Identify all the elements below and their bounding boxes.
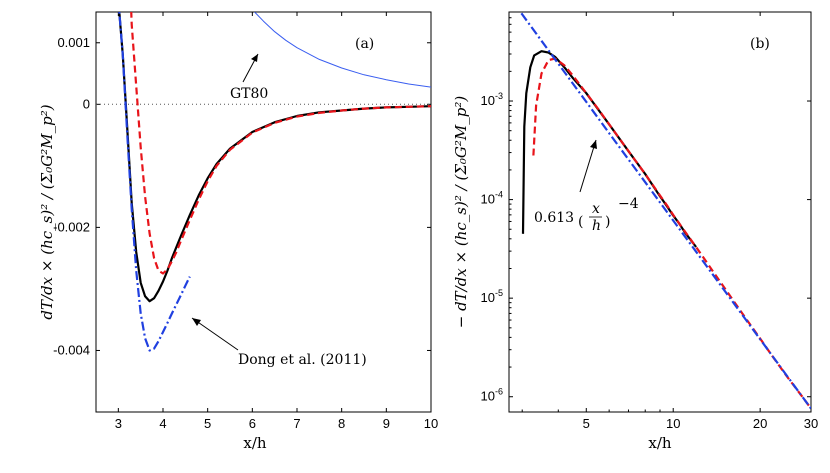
a-xtick-label: 6: [249, 416, 256, 431]
panel-b-ylabel: − dT/dx × (hc_s)² / (Σ₀G²M_p²): [452, 96, 470, 329]
dong-arrow: [191, 317, 239, 351]
a-series-line-2: [118, 12, 191, 352]
dong-annotation: Dong et al. (2011): [238, 352, 367, 368]
panel-a-xlabel: x/h: [243, 434, 267, 452]
a-xtick-label: 10: [424, 416, 438, 431]
b-ytick-label: 10-6: [481, 387, 503, 404]
a-xtick-label: 9: [383, 416, 390, 431]
panel-b-label: (b): [750, 36, 770, 52]
b-ytick-label: 10-4: [481, 190, 503, 207]
b-xtick-label: 20: [753, 416, 767, 431]
a-series-line-3: [254, 12, 431, 88]
a-xtick-label: 8: [338, 416, 345, 431]
frac-numerator: x: [592, 201, 600, 217]
panel-a-label: (a): [355, 36, 374, 52]
b-xtick-label: 30: [804, 416, 818, 431]
a-ytick-label: -0.002: [53, 219, 90, 234]
panel-a-ylabel: dT/dx × (hc_s)² / (Σ₀G²M_p²): [38, 104, 56, 319]
a-xtick-label: 4: [159, 416, 166, 431]
b-series-line-1: [532, 57, 811, 410]
panel-a-frame: [95, 11, 432, 413]
frac-denominator: h: [592, 218, 601, 234]
gt80-arrow-head: [251, 54, 258, 62]
b-xtick-label: 5: [583, 416, 590, 431]
paren-left: (: [578, 214, 583, 230]
power-law-arrow: [579, 139, 597, 193]
a-xtick-label: 3: [115, 416, 122, 431]
power-law-exponent: −4: [618, 196, 639, 212]
panel-b-xlabel: x/h: [648, 434, 672, 452]
dong-arrow-head: [192, 318, 201, 326]
b-ytick-label: 10-3: [481, 91, 503, 108]
gt80-annotation: GT80: [230, 86, 268, 102]
a-series-line-1: [130, 12, 431, 275]
b-series-line-2: [519, 12, 811, 410]
a-series-line-0: [118, 12, 431, 303]
a-xtick-label: 7: [293, 416, 300, 431]
a-xtick-label: 5: [204, 416, 211, 431]
a-ytick-label: -0.004: [53, 342, 90, 357]
power-law-arrow-head: [590, 140, 597, 149]
a-ytick-label: 0.001: [57, 35, 90, 50]
panel-a: 3 4 5 6 7 8 9 10 0.001 0 -0.002 -0.004 (a) GT80 Don…: [38, 11, 438, 452]
power-law-coefficient: 0.613: [534, 210, 574, 226]
panel-b: 5 10 20 30 10-3 10-4 10-5 10-6 (b) 0.613 ( x h …: [452, 11, 818, 452]
paren-right: ): [605, 214, 610, 230]
a-ytick-label: 0: [83, 96, 90, 111]
b-xtick-label: 10: [666, 416, 680, 431]
power-law-annotation: 0.613 ( x h ) −4: [534, 196, 639, 234]
b-ytick-label: 10-5: [481, 288, 503, 305]
